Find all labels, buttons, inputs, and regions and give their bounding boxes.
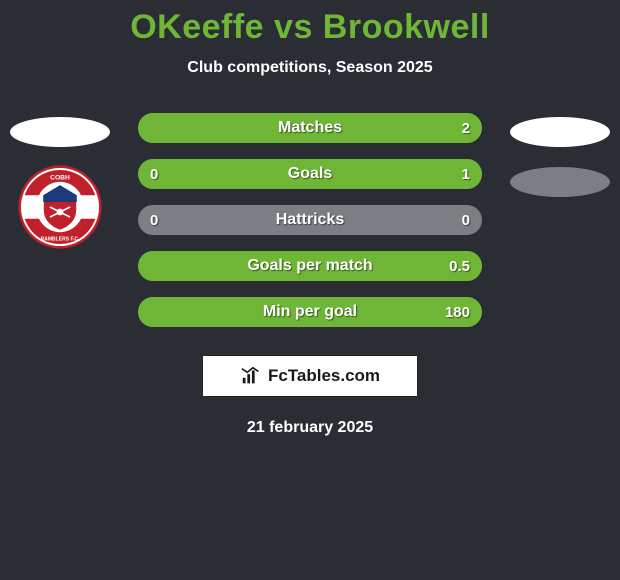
crest-icon: COBH RAMBLERS F.C.: [18, 165, 102, 249]
stat-value-left: 0: [150, 166, 158, 183]
svg-text:COBH: COBH: [50, 174, 70, 181]
stat-row: Goals per match 0.5: [138, 251, 482, 281]
stat-label: Matches: [278, 119, 342, 137]
player-left-side: COBH RAMBLERS F.C.: [0, 113, 120, 249]
svg-text:RAMBLERS F.C.: RAMBLERS F.C.: [41, 237, 80, 243]
player-right-avatar-placeholder: [510, 117, 610, 147]
bar-chart-icon: [240, 365, 262, 387]
player-left-avatar-placeholder: [10, 117, 110, 147]
stat-value-right: 180: [445, 304, 470, 321]
stat-row: 0 Hattricks 0: [138, 205, 482, 235]
stat-value-right: 0.5: [449, 258, 470, 275]
stat-label: Goals: [288, 165, 332, 183]
stat-value-right: 2: [462, 120, 470, 137]
subtitle: Club competitions, Season 2025: [0, 59, 620, 77]
stat-value-right: 1: [462, 166, 470, 183]
player-right-side: [500, 113, 620, 197]
stat-row: Min per goal 180: [138, 297, 482, 327]
club-crest-left: COBH RAMBLERS F.C.: [18, 165, 102, 249]
date-label: 21 february 2025: [0, 419, 620, 437]
stat-row: 0 Goals 1: [138, 159, 482, 189]
comparison-card: OKeeffe vs Brookwell Club competitions, …: [0, 0, 620, 437]
brand-box[interactable]: FcTables.com: [202, 355, 418, 397]
stat-rows: Matches 2 0 Goals 1 0 Hattricks 0 Goals per matc…: [138, 113, 482, 327]
stat-label: Goals per match: [247, 257, 372, 275]
page-title: OKeeffe vs Brookwell: [0, 8, 620, 47]
brand-text: FcTables.com: [268, 366, 380, 386]
stat-value-right: 0: [462, 212, 470, 229]
club-right-placeholder: [510, 167, 610, 197]
stat-label: Min per goal: [263, 303, 357, 321]
stat-row: Matches 2: [138, 113, 482, 143]
stats-area: COBH RAMBLERS F.C. Matches 2 0 Goals 1 0 Hattr…: [0, 113, 620, 327]
stat-value-left: 0: [150, 212, 158, 229]
stat-label: Hattricks: [276, 211, 344, 229]
